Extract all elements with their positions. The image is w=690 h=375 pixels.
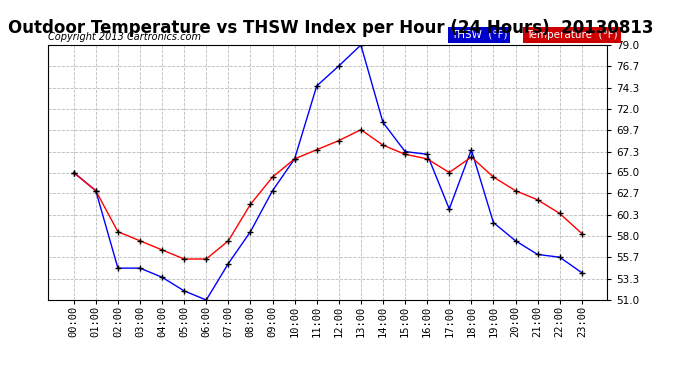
Text: Copyright 2013 Cartronics.com: Copyright 2013 Cartronics.com: [48, 32, 201, 42]
Text: THSW  (°F): THSW (°F): [451, 30, 507, 40]
Text: Outdoor Temperature vs THSW Index per Hour (24 Hours)  20130813: Outdoor Temperature vs THSW Index per Ho…: [8, 19, 654, 37]
Text: Temperature  (°F): Temperature (°F): [526, 30, 618, 40]
